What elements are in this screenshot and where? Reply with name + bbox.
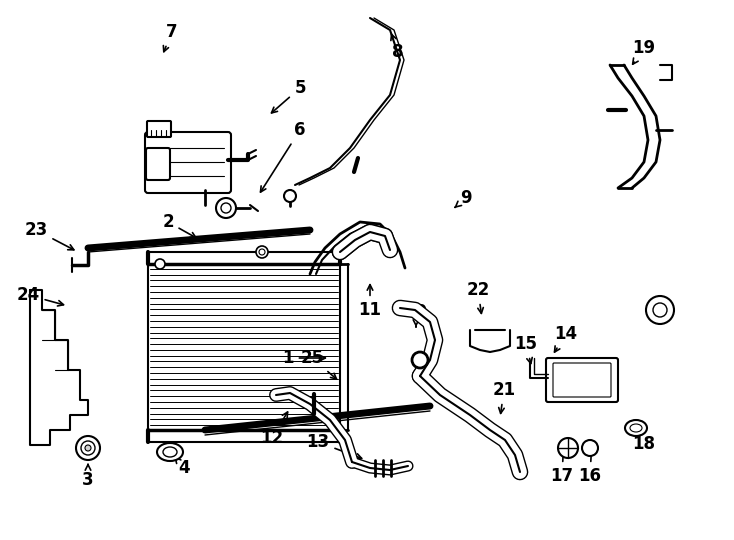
Text: 18: 18 [633,424,655,453]
Circle shape [558,438,578,458]
Ellipse shape [630,424,642,432]
Text: 22: 22 [466,281,490,313]
Text: 12: 12 [261,412,288,447]
Text: 9: 9 [455,189,472,207]
Text: 4: 4 [175,457,190,477]
Text: 1: 1 [283,349,325,367]
Ellipse shape [157,443,183,461]
Circle shape [216,198,236,218]
Circle shape [81,441,95,455]
Text: 17: 17 [550,443,573,485]
Circle shape [76,436,100,460]
Circle shape [259,249,265,255]
Circle shape [221,203,231,213]
Text: 8: 8 [391,35,404,61]
FancyBboxPatch shape [147,121,171,137]
Text: 6: 6 [261,121,306,192]
Ellipse shape [625,420,647,436]
FancyBboxPatch shape [145,132,231,193]
Text: 21: 21 [493,381,515,414]
Circle shape [646,296,674,324]
Text: 13: 13 [306,433,362,459]
Circle shape [412,352,428,368]
Text: 10: 10 [404,303,427,327]
Ellipse shape [163,447,177,457]
Circle shape [155,259,165,269]
Text: 14: 14 [554,325,578,352]
Text: 23: 23 [24,221,74,250]
Text: 15: 15 [515,335,537,363]
Text: 3: 3 [82,464,94,489]
Text: 11: 11 [358,285,382,319]
Circle shape [284,190,296,202]
Text: 16: 16 [578,444,601,485]
Circle shape [653,303,667,317]
Text: 2: 2 [162,213,196,238]
Bar [148,252,340,442]
Text: 5: 5 [272,79,306,113]
Text: 7: 7 [164,23,178,52]
Circle shape [582,440,598,456]
Circle shape [85,445,91,451]
Text: 19: 19 [633,39,655,64]
Text: 24: 24 [16,286,64,306]
FancyBboxPatch shape [553,363,611,397]
Text: 20: 20 [650,298,674,319]
Circle shape [256,246,268,258]
FancyBboxPatch shape [146,148,170,180]
FancyBboxPatch shape [546,358,618,402]
Text: 25: 25 [300,349,336,379]
